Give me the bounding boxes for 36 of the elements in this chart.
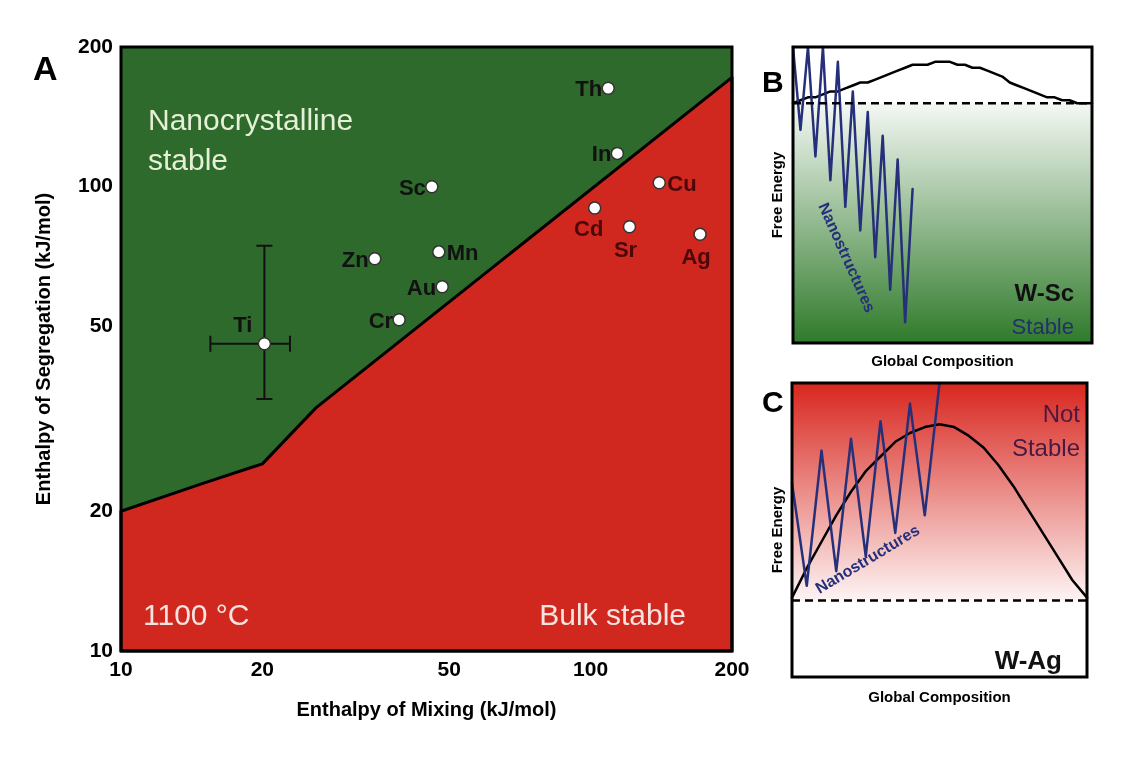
y-axis-title: Enthalpy of Segregation (kJ/mol) <box>32 192 55 506</box>
annotation: Ag <box>681 244 711 270</box>
x-axis-title: Global Composition <box>871 352 1014 369</box>
text: B <box>762 65 784 98</box>
x-tick-label: 20 <box>250 657 275 681</box>
annotation: Sc <box>398 174 426 200</box>
annotation: Mn <box>446 239 479 265</box>
chart-title: C <box>762 385 784 418</box>
y-tick-label: 50 <box>89 313 113 337</box>
annotation: Au <box>406 274 437 300</box>
annotation: Bulk stable <box>539 597 686 631</box>
chart-title: A <box>33 49 58 87</box>
annotation: Not Stable <box>1011 399 1081 461</box>
annotation: W-Ag <box>994 645 1062 676</box>
x-axis-title: Enthalpy of Mixing (kJ/mol) <box>296 698 557 720</box>
y-axis-title: Free Energy <box>767 486 785 574</box>
y-tick-label: 100 <box>77 173 113 197</box>
y-tick-label: 200 <box>77 33 113 57</box>
annotation: Nanocrystalline stable <box>148 102 354 176</box>
y-axis-title: Free Energy <box>767 151 785 239</box>
annotation: Cu <box>667 170 697 196</box>
annotation: Zn <box>341 246 369 272</box>
y-tick-label: 20 <box>89 497 113 521</box>
x-tick-label: 100 <box>573 657 609 681</box>
annotation: Th <box>575 76 603 102</box>
x-tick-label: 50 <box>437 657 461 681</box>
annotation: Cr <box>368 307 394 333</box>
annotation: In <box>591 141 612 167</box>
annotation: 1100 °C <box>143 597 250 631</box>
annotation: Stable <box>1011 314 1074 339</box>
x-tick-label: 200 <box>714 657 750 681</box>
annotation: Cd <box>574 216 604 241</box>
x-axis-title: Global Composition <box>868 688 1011 705</box>
annotation: W-Sc <box>1014 278 1074 306</box>
annotation: Sr <box>613 236 638 262</box>
annotation: Ti <box>233 311 253 337</box>
